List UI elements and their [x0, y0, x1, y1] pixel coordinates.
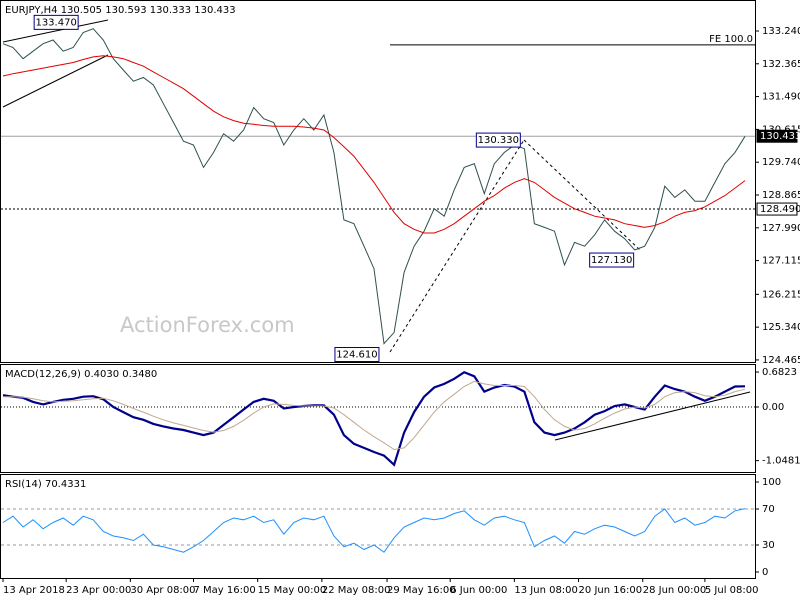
y-tick-label: 126.215	[762, 289, 800, 300]
y-tick-label: 128.865	[762, 190, 800, 201]
channel-lower	[2, 54, 109, 108]
price-label: 130.433	[760, 131, 800, 142]
price-panel	[0, 0, 756, 363]
panel-title: RSI(14) 70.4331	[5, 479, 86, 490]
x-tick-label: 6 Jun 00:00	[450, 585, 507, 596]
x-tick-label: 15 May 00:00	[258, 585, 327, 596]
annotation-box	[589, 252, 635, 268]
annotation-label: 124.610	[336, 350, 377, 361]
y-tick-label: -1.0481	[762, 456, 800, 467]
x-tick-label: 13 Jun 08:00	[514, 585, 578, 596]
annotation-box	[475, 132, 521, 148]
annotation-box	[334, 347, 380, 363]
y-tick-label: 0.6823	[762, 367, 797, 378]
channel-upper	[2, 19, 109, 43]
y-tick-label: 70	[762, 504, 775, 515]
y-tick-label: 129.740	[762, 157, 800, 168]
y-tick-label: 30	[762, 540, 775, 551]
fib-line	[523, 139, 641, 251]
y-tick-label: 132.365	[762, 59, 800, 70]
x-tick-label: 13 Apr 2018	[3, 585, 65, 596]
series-line	[2, 370, 746, 467]
series-line	[3, 380, 746, 451]
fe-label: FE 100.0	[709, 34, 753, 45]
panel-title: MACD(12,26,9) 0.4030 0.3480	[5, 369, 157, 380]
x-tick-label: 7 May 16:00	[194, 585, 256, 596]
x-tick-label: 30 Apr 08:00	[130, 585, 195, 596]
x-tick-label: 28 Jun 00:00	[643, 585, 707, 596]
x-tick-label: 22 May 08:00	[322, 585, 391, 596]
macd-trendline	[554, 391, 751, 441]
y-tick-label: 127.115	[762, 256, 800, 267]
panel-title: EURJPY,H4 130.505 130.593 130.333 130.43…	[5, 5, 236, 16]
y-tick-label: 127.990	[762, 223, 800, 234]
macd-panel	[0, 364, 756, 473]
x-tick-label: 29 May 16:00	[387, 585, 456, 596]
price-box	[756, 129, 798, 143]
x-tick-label: 20 Jun 16:00	[579, 585, 643, 596]
y-tick-label: 125.340	[762, 322, 800, 333]
rsi-panel	[0, 474, 756, 579]
x-tick-label: 5 Jul 08:00	[705, 585, 759, 596]
series-line	[2, 508, 746, 553]
annotation-label: 130.330	[478, 135, 519, 146]
series-line	[2, 55, 746, 234]
price-box	[756, 202, 798, 216]
y-tick-label: 0	[762, 567, 768, 578]
annotation-label: 127.130	[591, 255, 632, 266]
x-tick-label: 23 Apr 00:00	[66, 585, 131, 596]
y-tick-label: 124.465	[762, 355, 800, 366]
price-label: 128.490	[760, 204, 800, 215]
annotation-label: 133.470	[35, 17, 76, 28]
y-tick-label: 133.240	[762, 26, 800, 37]
y-tick-label: 0.00	[762, 402, 784, 413]
y-tick-label: 100	[762, 477, 781, 488]
annotation-box	[33, 14, 79, 30]
y-tick-label: 131.490	[762, 92, 800, 103]
watermark: ActionForex.com	[120, 313, 295, 337]
series-line	[2, 28, 746, 345]
